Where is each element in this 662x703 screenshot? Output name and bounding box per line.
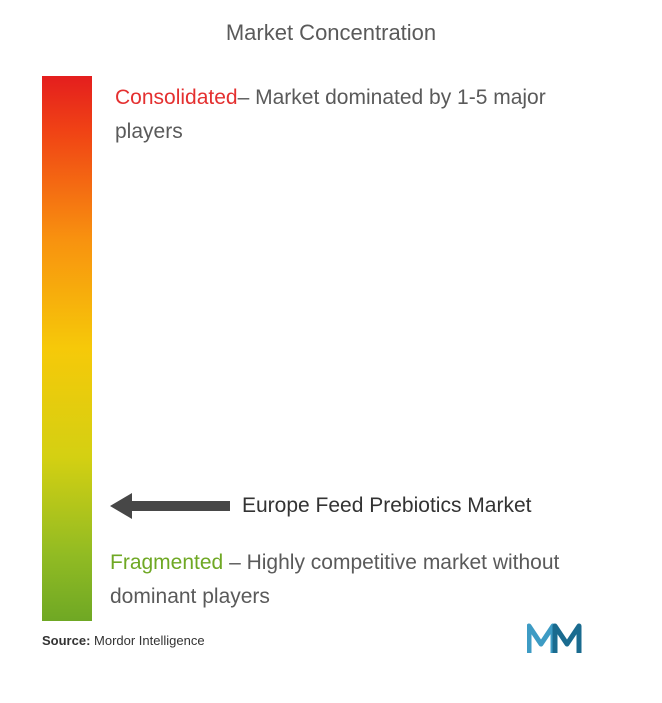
content-area: Consolidated– Market dominated by 1-5 ma… xyxy=(0,76,662,621)
source-label: Source: xyxy=(42,633,94,648)
consolidated-highlight: Consolidated xyxy=(115,86,238,109)
market-indicator: Europe Feed Prebiotics Market xyxy=(110,491,531,521)
source-value: Mordor Intelligence xyxy=(94,633,205,648)
fragmented-highlight: Fragmented xyxy=(110,551,223,574)
arrow-left-icon xyxy=(110,491,230,521)
consolidated-label: Consolidated– Market dominated by 1-5 ma… xyxy=(115,81,612,148)
mordor-logo-icon xyxy=(527,618,587,658)
concentration-gradient-bar xyxy=(42,76,92,621)
fragmented-label: Fragmented – Highly competitive market w… xyxy=(110,546,612,613)
market-name-label: Europe Feed Prebiotics Market xyxy=(242,494,531,518)
source-attribution: Source: Mordor Intelligence xyxy=(42,633,205,648)
page-title: Market Concentration xyxy=(0,0,662,76)
